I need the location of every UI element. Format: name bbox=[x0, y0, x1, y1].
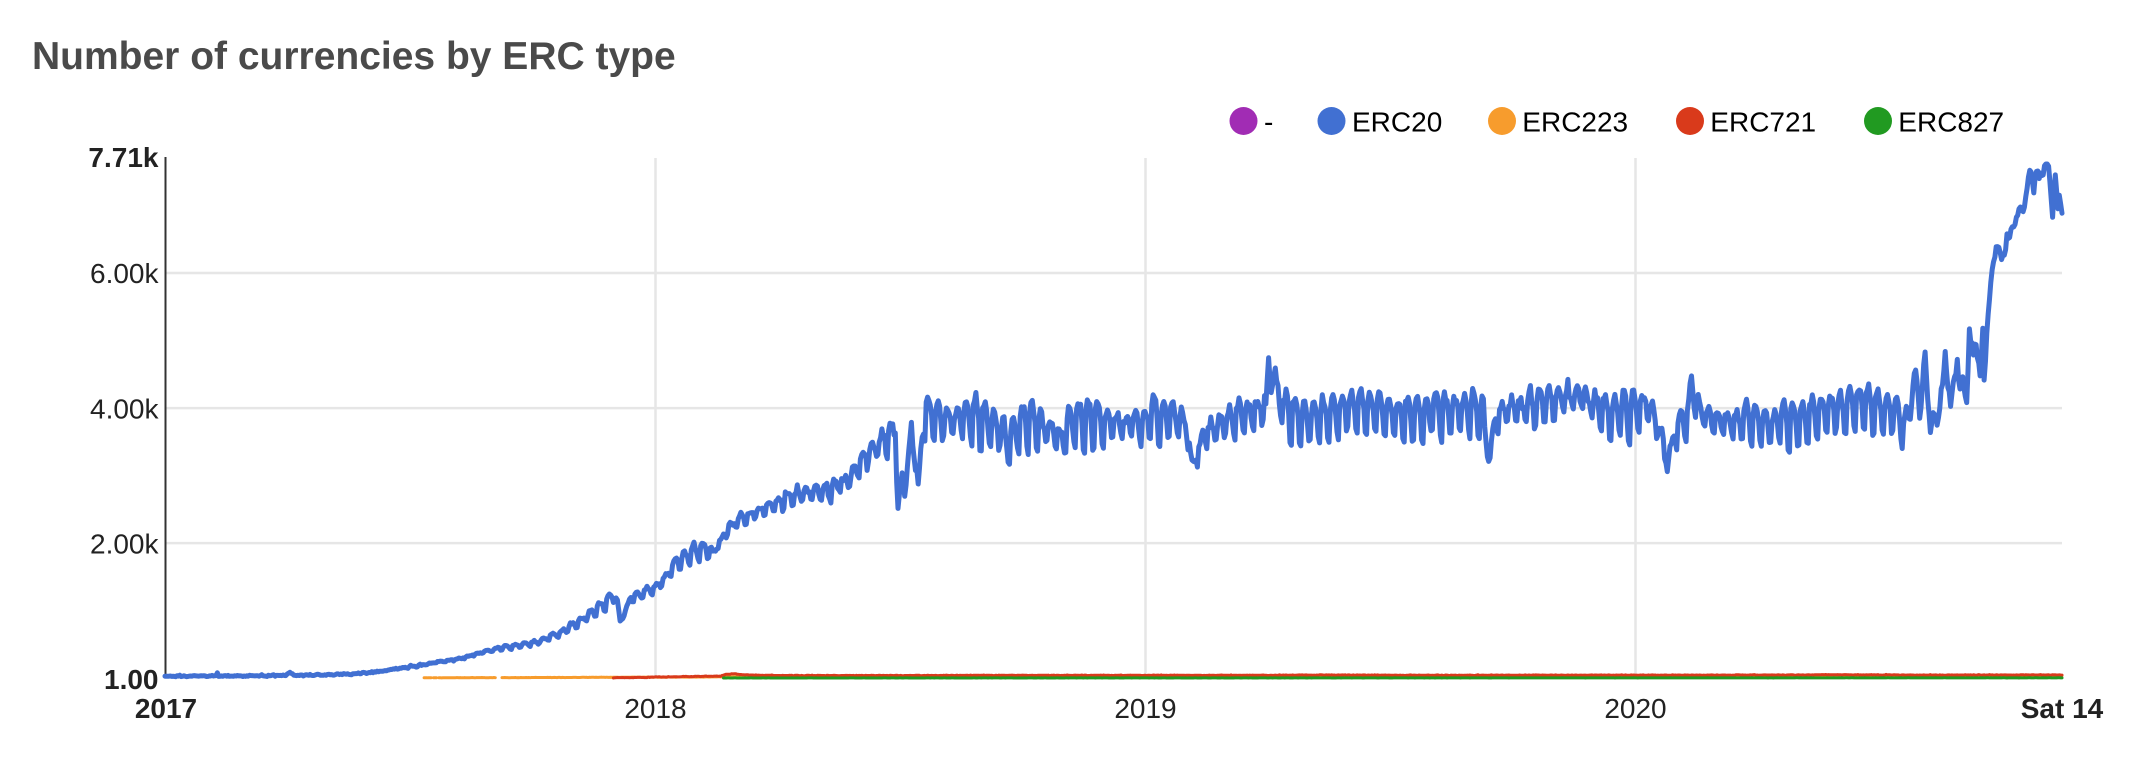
svg-text:ERC223: ERC223 bbox=[1522, 107, 1628, 138]
svg-text:4.00k: 4.00k bbox=[90, 393, 159, 424]
svg-text:2017: 2017 bbox=[135, 693, 197, 724]
svg-text:6.00k: 6.00k bbox=[90, 258, 159, 289]
svg-text:2020: 2020 bbox=[1604, 693, 1666, 724]
svg-text:2019: 2019 bbox=[1114, 693, 1176, 724]
svg-text:ERC20: ERC20 bbox=[1352, 107, 1442, 138]
svg-text:Number of currencies by ERC ty: Number of currencies by ERC type bbox=[32, 35, 676, 78]
svg-text:7.71k: 7.71k bbox=[88, 142, 158, 173]
svg-text:-: - bbox=[1264, 107, 1273, 138]
svg-text:ERC721: ERC721 bbox=[1710, 107, 1816, 138]
svg-text:2.00k: 2.00k bbox=[90, 528, 159, 559]
svg-text:Sat 14: Sat 14 bbox=[2021, 693, 2104, 724]
svg-text:2018: 2018 bbox=[624, 693, 686, 724]
svg-text:1.00: 1.00 bbox=[104, 664, 159, 695]
svg-text:ERC827: ERC827 bbox=[1898, 107, 2004, 138]
